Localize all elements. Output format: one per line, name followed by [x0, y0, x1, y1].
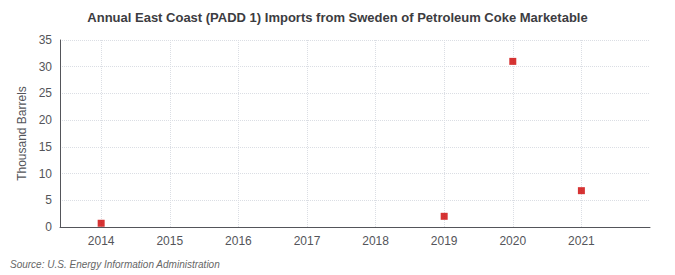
svg-text:25: 25 [39, 86, 53, 100]
svg-text:5: 5 [45, 193, 52, 207]
svg-text:35: 35 [39, 33, 53, 47]
svg-text:2014: 2014 [88, 234, 115, 248]
svg-text:2017: 2017 [294, 234, 321, 248]
svg-text:0: 0 [45, 220, 52, 234]
svg-text:Annual East Coast (PADD 1) Imp: Annual East Coast (PADD 1) Imports from … [87, 10, 587, 25]
svg-text:2016: 2016 [225, 234, 252, 248]
svg-text:2015: 2015 [156, 234, 183, 248]
svg-text:2020: 2020 [499, 234, 526, 248]
svg-text:10: 10 [39, 167, 53, 181]
svg-text:2021: 2021 [568, 234, 595, 248]
svg-text:30: 30 [39, 60, 53, 74]
svg-text:2018: 2018 [362, 234, 389, 248]
svg-text:Thousand Barrels: Thousand Barrels [15, 86, 29, 181]
svg-text:15: 15 [39, 140, 53, 154]
svg-text:Source: U.S. Energy Informatio: Source: U.S. Energy Information Administ… [10, 259, 220, 270]
svg-text:2019: 2019 [431, 234, 458, 248]
svg-text:20: 20 [39, 113, 53, 127]
